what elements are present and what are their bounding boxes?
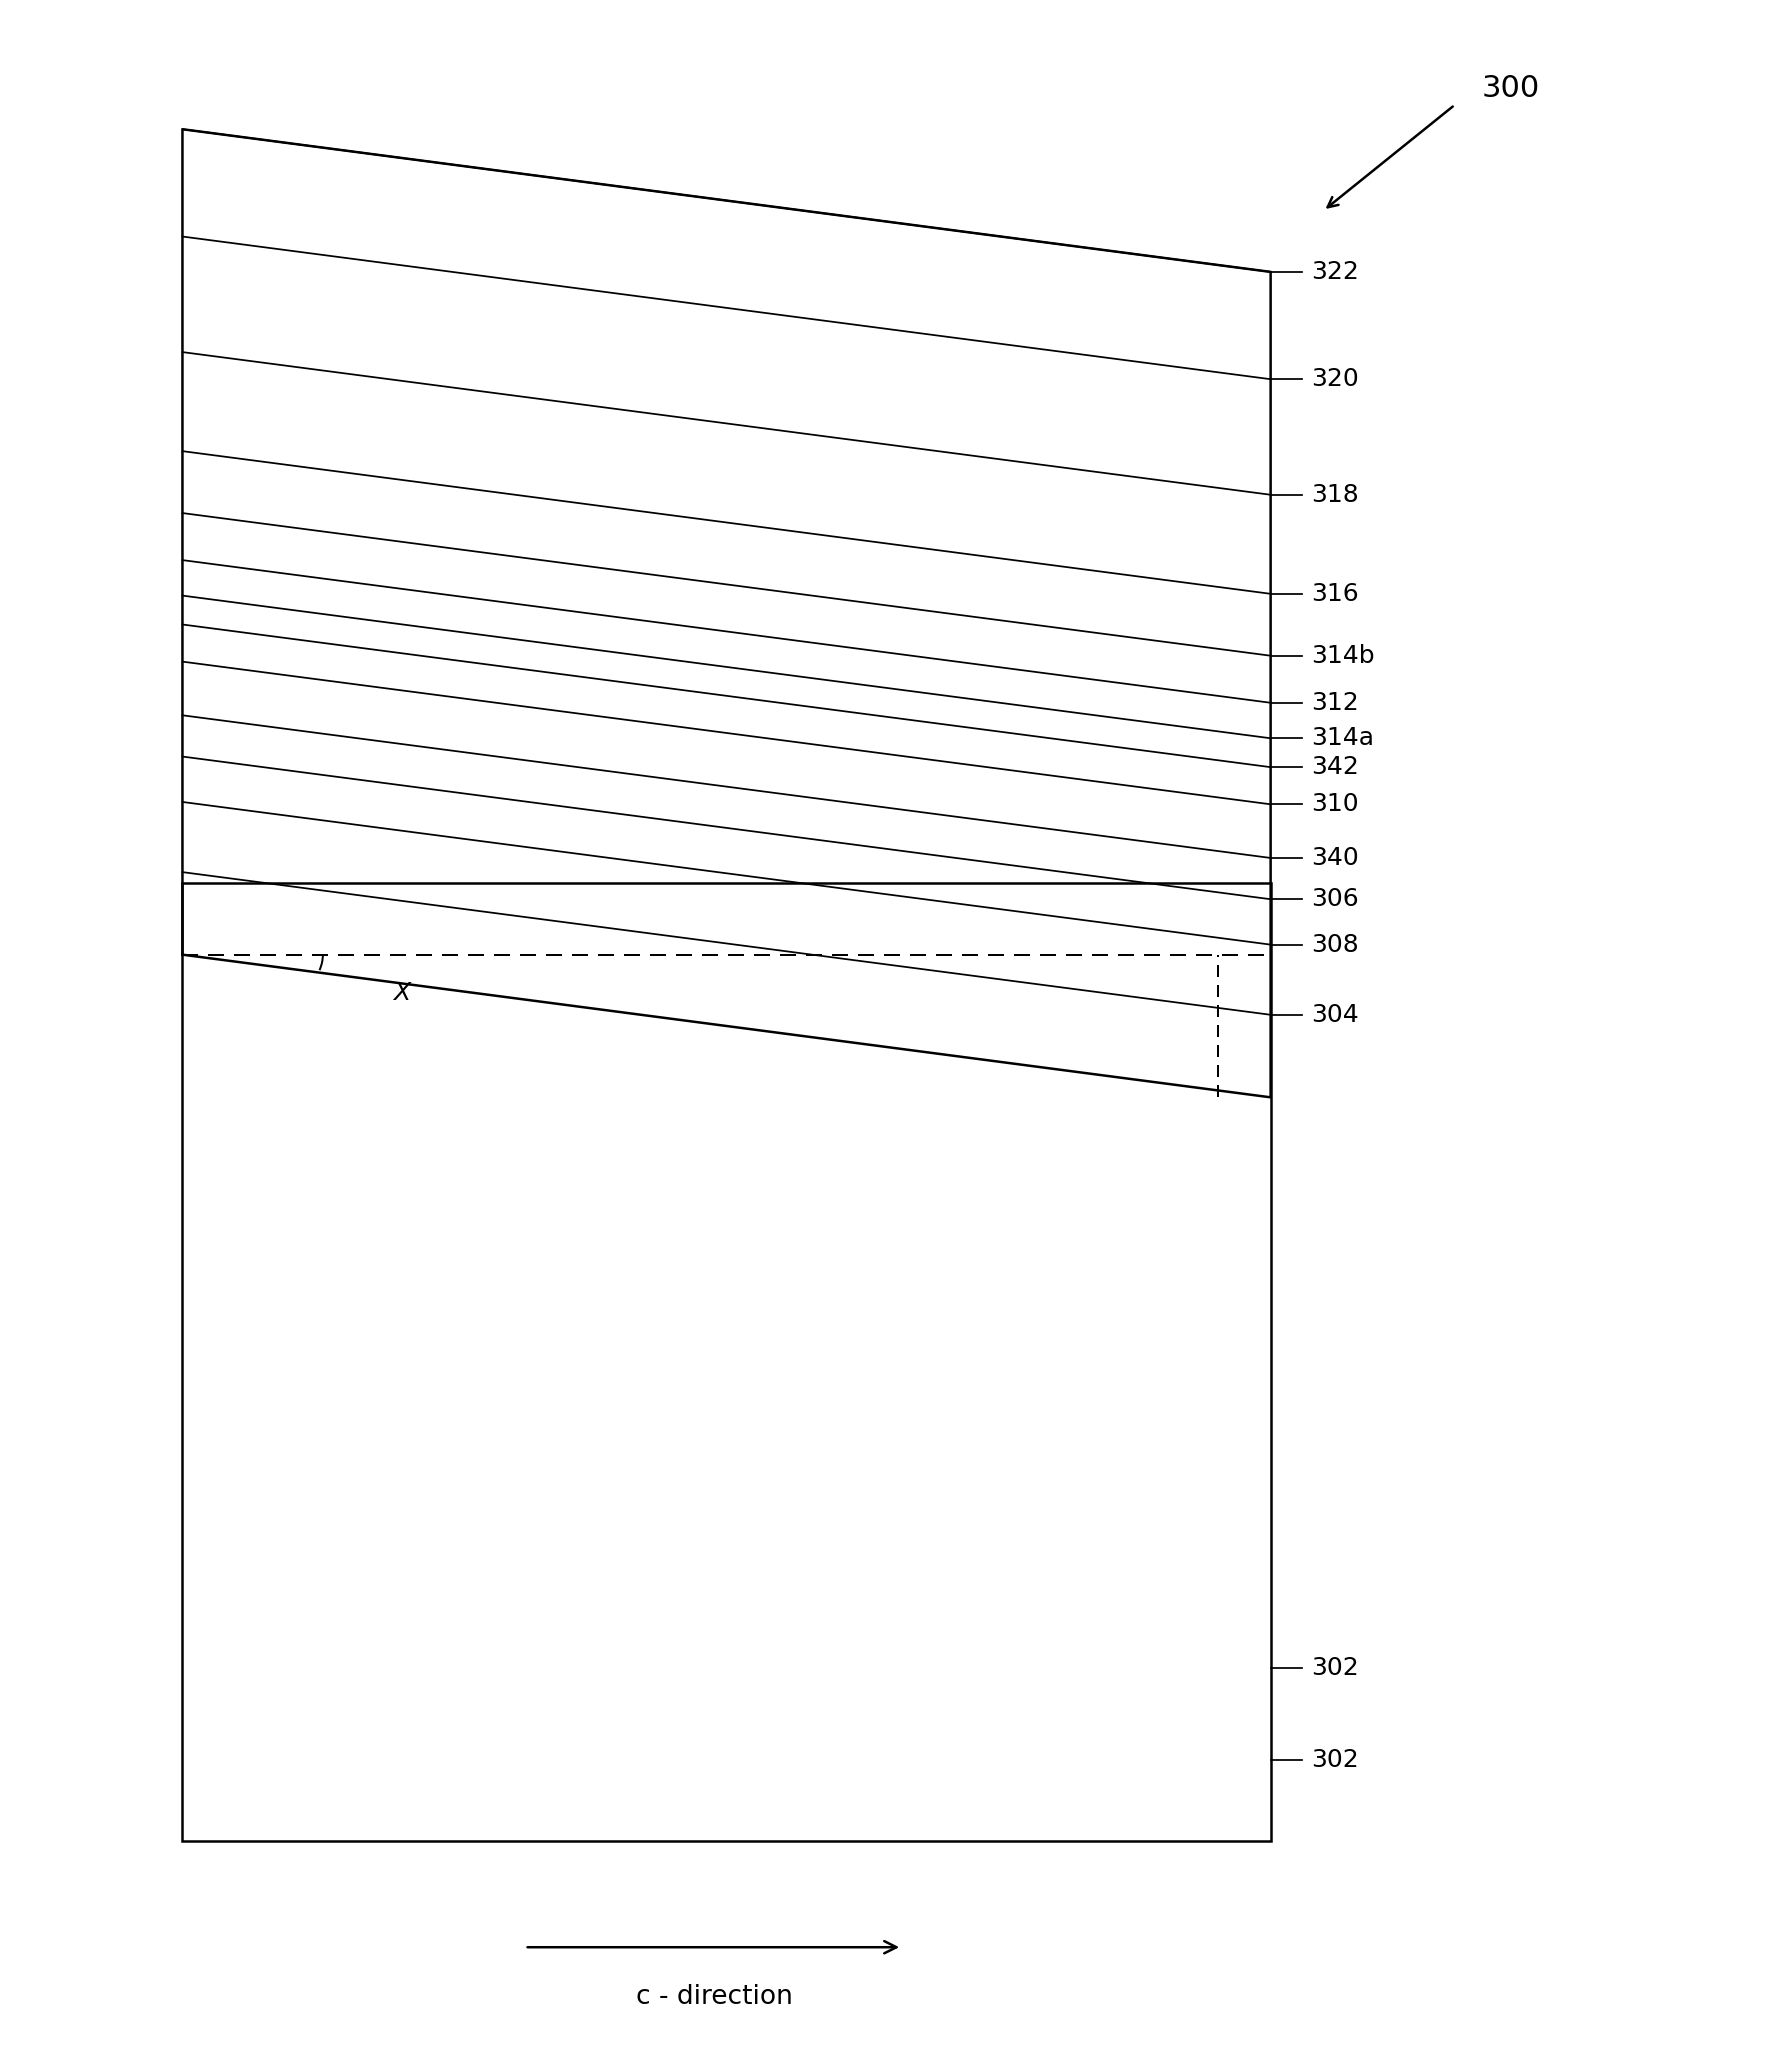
Text: 300: 300: [1481, 74, 1539, 103]
Text: 302: 302: [1311, 1656, 1359, 1681]
Text: 316: 316: [1311, 583, 1359, 605]
Bar: [182, 882, 1270, 1841]
Text: 310: 310: [1311, 792, 1359, 817]
Text: X: X: [393, 981, 410, 1005]
Text: 340: 340: [1311, 845, 1359, 870]
Text: 318: 318: [1311, 482, 1359, 507]
Text: 322: 322: [1311, 261, 1359, 283]
Text: 308: 308: [1311, 932, 1359, 956]
Text: 302: 302: [1311, 1748, 1359, 1771]
Text: 314b: 314b: [1311, 644, 1375, 667]
Text: 304: 304: [1311, 1003, 1359, 1026]
Text: 314a: 314a: [1311, 726, 1375, 751]
Text: 342: 342: [1311, 755, 1359, 780]
Text: 306: 306: [1311, 886, 1359, 911]
Text: 312: 312: [1311, 692, 1359, 714]
Text: c - direction: c - direction: [635, 1984, 793, 2009]
Text: 320: 320: [1311, 367, 1359, 392]
